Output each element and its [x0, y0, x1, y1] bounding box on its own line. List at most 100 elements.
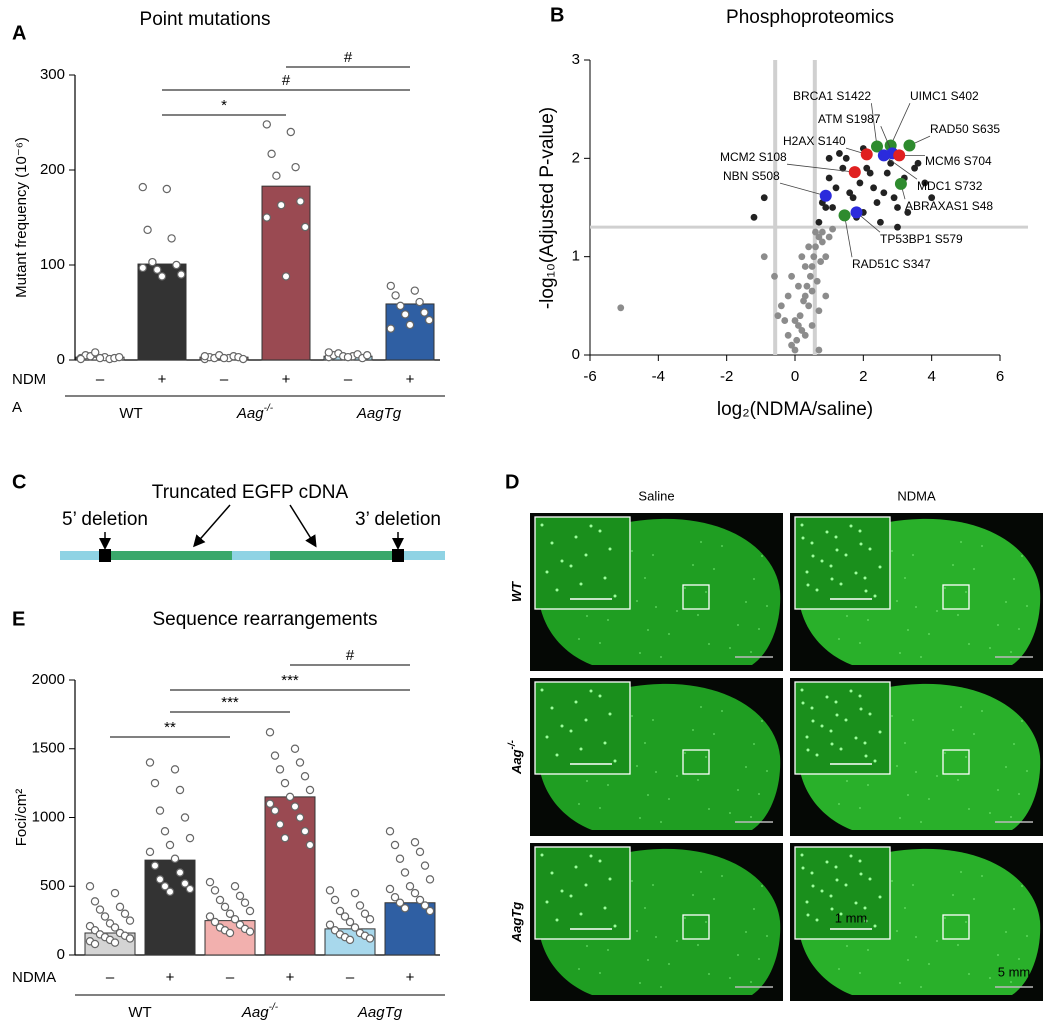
deletion-label: 3’ deletion — [355, 509, 441, 530]
micrograph — [530, 513, 783, 671]
inset-speck — [878, 730, 882, 734]
inset-speck — [839, 912, 843, 916]
speck — [607, 784, 609, 786]
speck — [636, 930, 638, 932]
speck — [639, 817, 641, 819]
scatter-point — [863, 164, 871, 172]
inset-speck — [598, 694, 602, 698]
speck — [652, 884, 654, 886]
speck — [684, 917, 686, 919]
data-point — [300, 772, 310, 781]
speck — [928, 963, 930, 965]
speck — [766, 935, 768, 937]
x-tick-label: 0 — [791, 368, 799, 385]
scatter-point — [846, 189, 854, 197]
data-point — [291, 162, 300, 172]
x-tick-label: + — [158, 371, 167, 388]
inset-speck — [550, 541, 554, 545]
speck — [692, 894, 694, 896]
data-point — [210, 886, 220, 895]
scatter-point — [798, 327, 806, 334]
speck — [761, 555, 763, 557]
label-leader — [779, 182, 826, 197]
y-tick-label: 200 — [40, 161, 65, 178]
data-point — [90, 348, 100, 357]
speck — [981, 710, 983, 712]
inset-speck — [589, 524, 593, 528]
speck — [928, 798, 930, 800]
data-point — [401, 310, 410, 319]
speck — [838, 638, 840, 640]
data-point — [360, 909, 370, 918]
data-point — [180, 879, 190, 888]
data-point — [286, 127, 295, 137]
data-point — [175, 868, 185, 877]
speck — [631, 550, 633, 552]
speck — [1018, 958, 1020, 960]
panel-label: A — [12, 22, 26, 44]
speck — [753, 743, 755, 745]
data-point — [290, 802, 300, 811]
inset-speck — [810, 706, 814, 710]
x-tick-label: – — [106, 969, 115, 986]
speck — [737, 789, 739, 791]
speck — [1010, 816, 1012, 818]
inset-speck — [555, 588, 559, 592]
group-label: WT — [119, 405, 142, 422]
scatter-point — [805, 243, 813, 251]
data-point — [205, 877, 215, 887]
group-label: Aag-/- — [241, 1002, 279, 1021]
data-point — [390, 893, 400, 902]
highlighted-point — [894, 177, 907, 190]
data-point — [330, 895, 340, 905]
y-tick-label: 100 — [40, 256, 65, 273]
speck — [965, 756, 967, 758]
inset-speck — [560, 559, 564, 563]
inset-speck — [550, 871, 554, 875]
point-label: H2AX S140 — [783, 134, 846, 148]
data-point — [343, 352, 353, 362]
scatter-point — [791, 346, 799, 354]
x-tick-label: + — [406, 371, 415, 388]
label-leader — [844, 215, 853, 258]
data-point — [270, 751, 280, 760]
inset-speck — [579, 912, 583, 916]
speck — [647, 794, 649, 796]
speck — [1005, 931, 1007, 933]
speck — [586, 615, 588, 617]
scatter-point — [801, 292, 809, 300]
scatter-point — [818, 228, 826, 236]
scatter-point — [788, 341, 795, 349]
speck — [758, 793, 760, 795]
speck — [697, 944, 699, 946]
data-point — [114, 352, 124, 362]
data-point — [325, 886, 335, 895]
speck — [1013, 578, 1015, 580]
group-label-sup: -/- — [269, 1002, 279, 1013]
speck — [936, 610, 938, 612]
y-tick-label: 500 — [40, 877, 65, 894]
label-leader — [870, 103, 878, 147]
speck — [1021, 885, 1023, 887]
data-point — [280, 833, 290, 843]
scatter-point — [813, 277, 821, 285]
speck — [912, 554, 914, 556]
scatter-point — [750, 213, 758, 221]
data-point — [410, 286, 419, 295]
x-tick-label: – — [344, 371, 353, 388]
speck — [692, 564, 694, 566]
micrograph — [530, 678, 783, 836]
scatter-point — [801, 331, 809, 339]
data-point — [245, 906, 255, 916]
point-label: BRCA1 S1422 — [793, 89, 871, 103]
speck — [750, 651, 752, 653]
speck — [753, 908, 755, 910]
x-tick-label: – — [226, 969, 235, 986]
speck — [705, 921, 707, 923]
speck — [960, 541, 962, 543]
data-point — [238, 354, 248, 364]
scatter-point — [842, 154, 850, 162]
scatter-point — [836, 150, 843, 157]
speck — [968, 973, 970, 975]
inset-speck — [805, 900, 809, 904]
